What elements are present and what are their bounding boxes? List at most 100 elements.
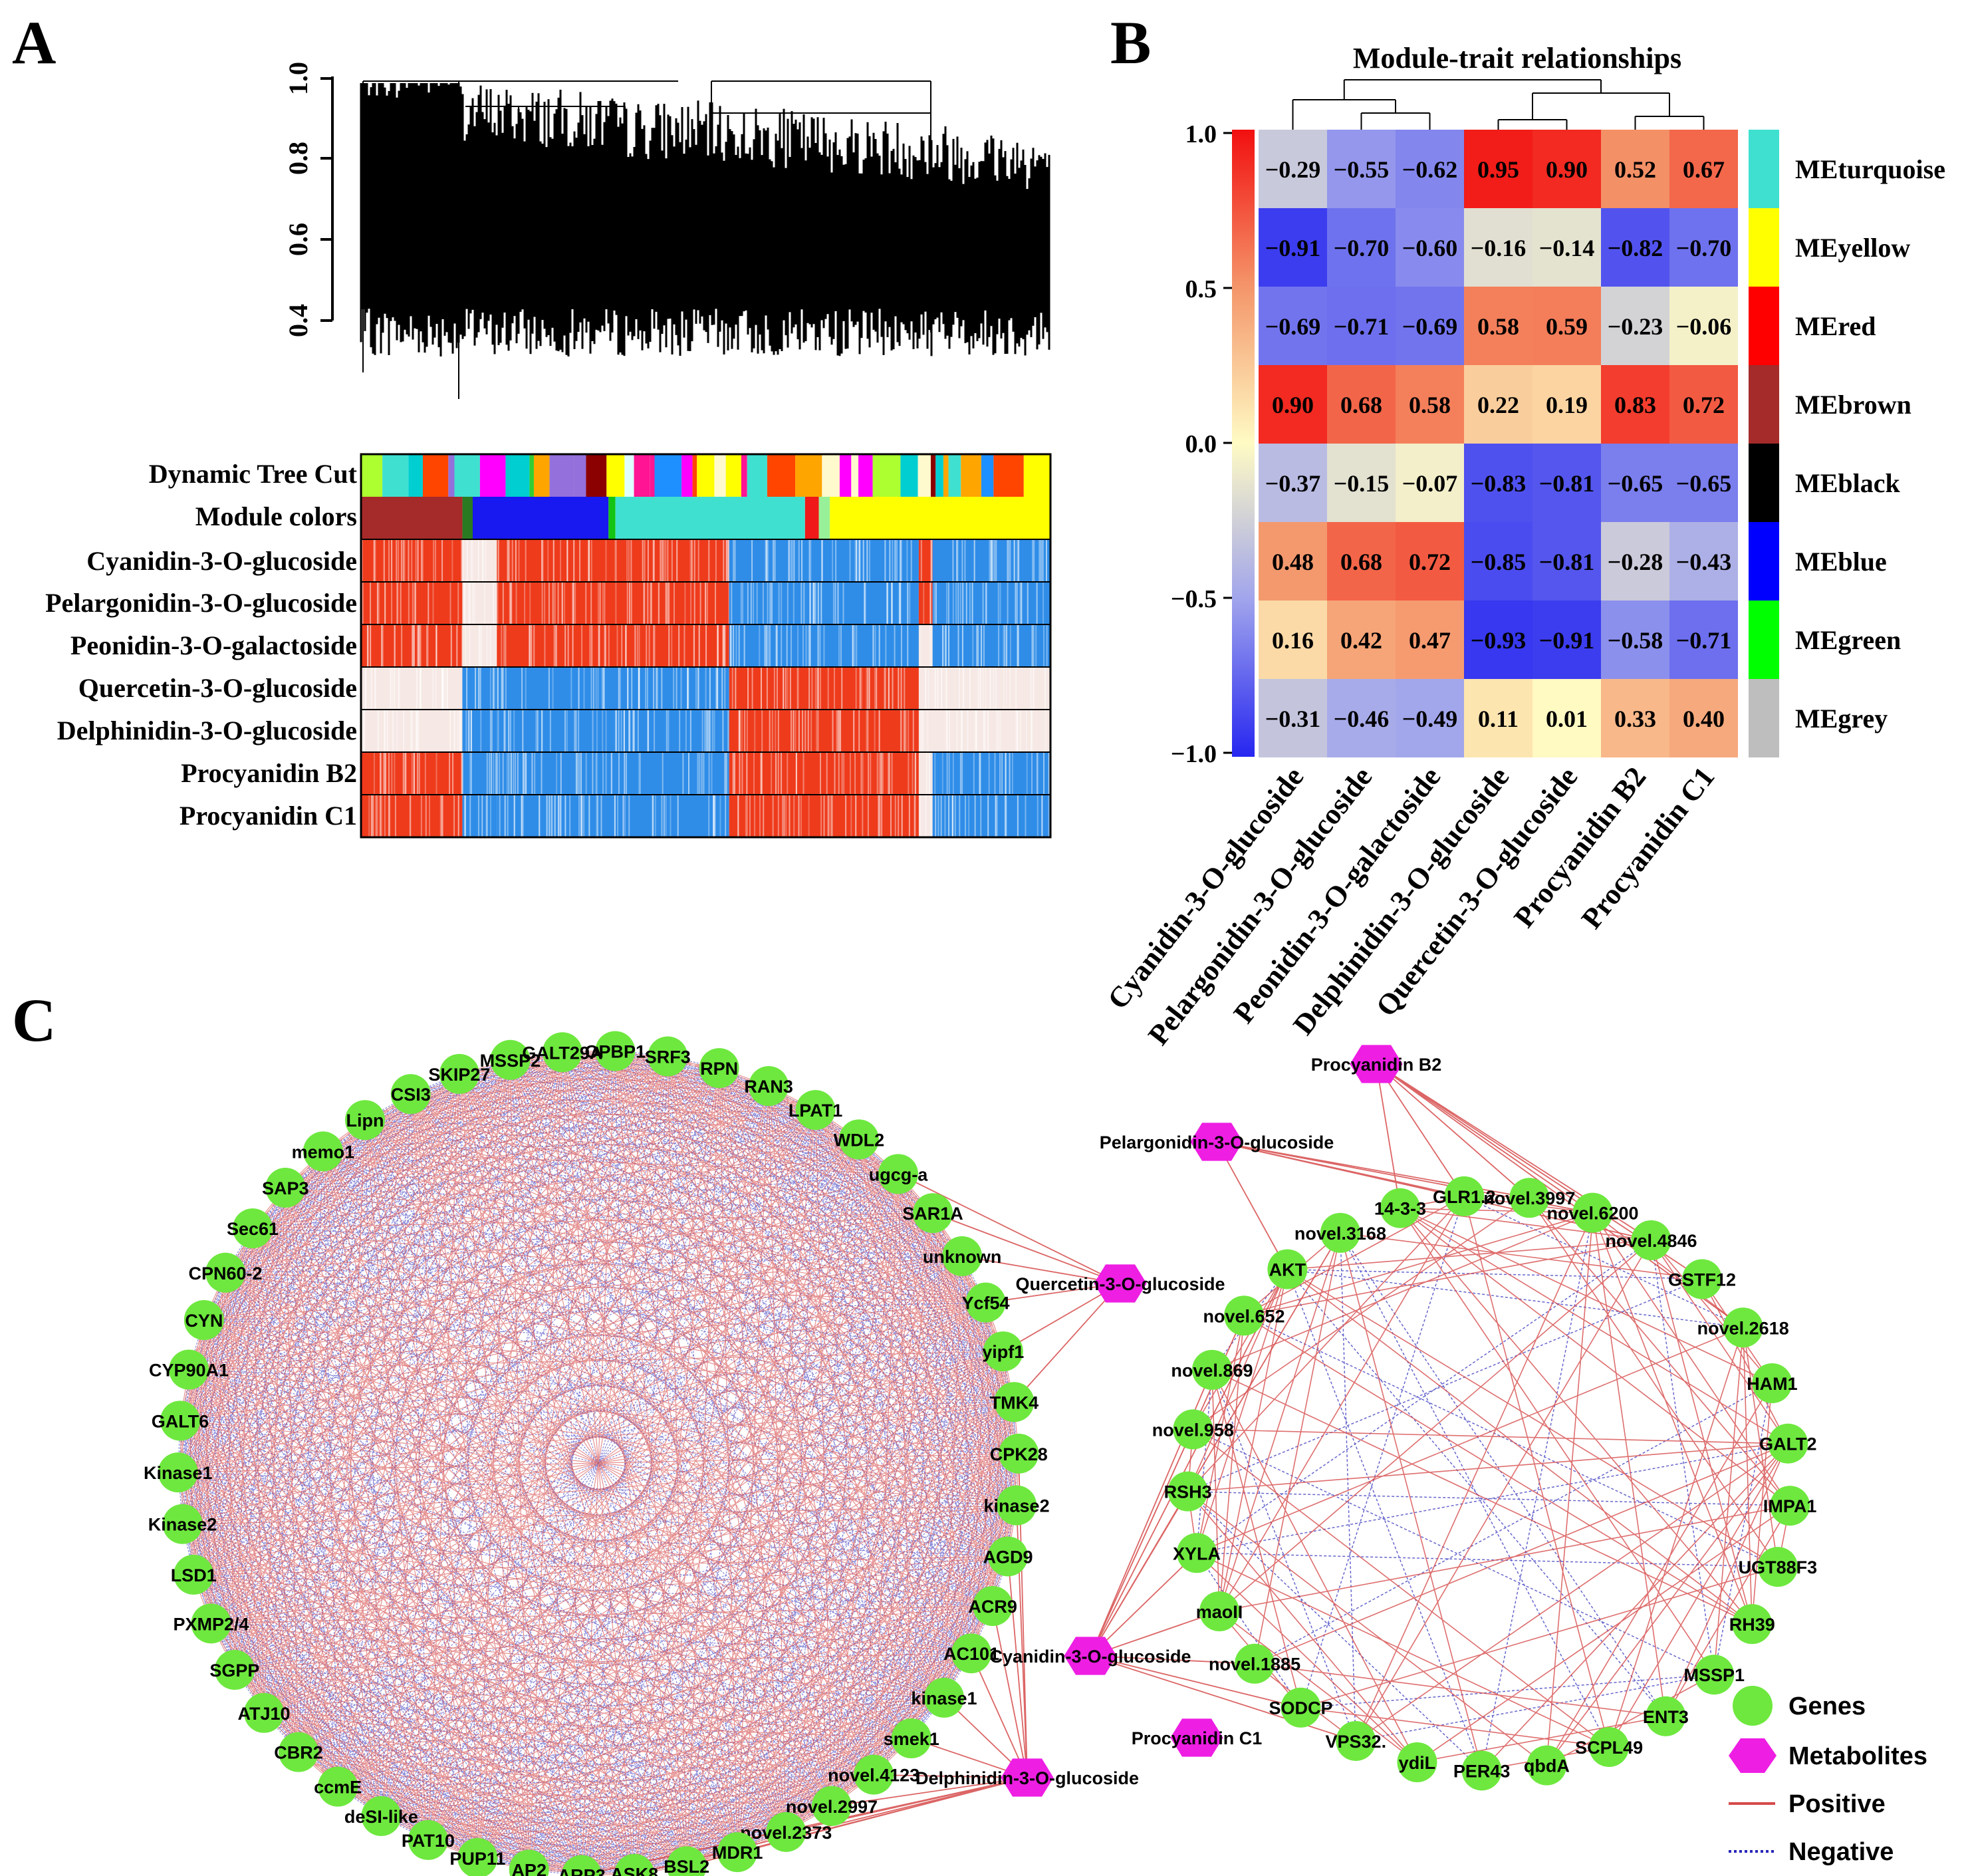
heatmap-cell-label: 0.83 bbox=[1614, 392, 1656, 418]
gene-node-label: CYN bbox=[185, 1311, 223, 1331]
gene-node-label: yipf1 bbox=[982, 1342, 1024, 1362]
gene-node-label: PXMP2/4 bbox=[173, 1614, 249, 1634]
tree-cut-band bbox=[692, 454, 697, 497]
tree-cut-band bbox=[822, 454, 840, 497]
gene-node-label: LPAT1 bbox=[789, 1101, 843, 1121]
gene-node-label: RH39 bbox=[1729, 1615, 1775, 1635]
heatmap-cell bbox=[1669, 679, 1738, 757]
heatmap-cell bbox=[1601, 365, 1669, 444]
gene-node bbox=[987, 1536, 1028, 1577]
dendrogram-tick-label: 0.4 bbox=[283, 304, 313, 337]
metabolite-node bbox=[1190, 1123, 1243, 1161]
gene-node-label: Kinase2 bbox=[148, 1515, 217, 1535]
gene-node-label: GALT6 bbox=[152, 1411, 209, 1431]
gene-node bbox=[1752, 1363, 1792, 1403]
gene-node bbox=[994, 1382, 1035, 1422]
heatmap-cell-label: −0.70 bbox=[1334, 235, 1390, 261]
gene-node-label: SKIP27 bbox=[428, 1065, 490, 1085]
gene-node-label: BSL2 bbox=[664, 1857, 709, 1876]
heatmap-cell-label: −0.07 bbox=[1402, 470, 1458, 497]
gene-node bbox=[973, 1586, 1013, 1627]
gene-node bbox=[490, 1039, 531, 1080]
tree-cut-band bbox=[872, 454, 901, 497]
gene-node bbox=[942, 1236, 983, 1276]
gene-node bbox=[1281, 1687, 1321, 1728]
gene-node-label: novel.2618 bbox=[1697, 1318, 1789, 1338]
gene-node-label: SCPL49 bbox=[1575, 1738, 1643, 1758]
gene-node-label: RPN bbox=[700, 1059, 738, 1079]
heatmap-cell bbox=[1464, 365, 1533, 444]
heatmap-cell bbox=[1327, 287, 1396, 365]
heatmap-cell bbox=[1396, 601, 1464, 679]
heatmap-cell bbox=[1327, 522, 1396, 601]
heatmap-cell-label: 0.16 bbox=[1272, 627, 1314, 654]
tree-cut-band bbox=[747, 454, 767, 497]
gene-node bbox=[390, 1074, 431, 1115]
gene-node-label: Kinase1 bbox=[144, 1463, 213, 1483]
heatmap-cell-label: 0.58 bbox=[1409, 392, 1451, 418]
heatmap-cell bbox=[1601, 601, 1669, 679]
gene-node bbox=[542, 1032, 582, 1073]
tree-cut-band bbox=[454, 454, 480, 497]
tree-cut-band bbox=[479, 454, 506, 497]
gene-node bbox=[595, 1031, 636, 1071]
heatmap-cell bbox=[1396, 444, 1464, 522]
gene-node bbox=[854, 1754, 894, 1795]
gene-node-label: novel.3997 bbox=[1483, 1188, 1575, 1208]
heatmap-cell bbox=[1533, 679, 1601, 757]
panel-a-row-label: Dynamic Tree Cut bbox=[149, 459, 358, 489]
tree-cut-band bbox=[650, 454, 655, 497]
gene-node bbox=[214, 1650, 255, 1690]
gene-node bbox=[561, 1855, 602, 1876]
module-row-label: MEbrown bbox=[1795, 390, 1911, 420]
gene-node bbox=[265, 1168, 306, 1208]
tree-cut-band bbox=[448, 454, 455, 497]
tree-cut-band bbox=[697, 454, 715, 497]
gene-node bbox=[1509, 1178, 1550, 1218]
gene-node bbox=[158, 1452, 198, 1493]
module-color-block bbox=[608, 497, 616, 539]
gene-node-label: SAR1A bbox=[902, 1204, 963, 1224]
gene-node bbox=[997, 1485, 1037, 1526]
gene-node bbox=[1380, 1188, 1420, 1228]
module-color-block bbox=[361, 497, 463, 539]
heatmap-cell-label: 0.58 bbox=[1477, 313, 1519, 340]
gene-node bbox=[983, 1331, 1023, 1372]
gene-node-label: novel.1885 bbox=[1209, 1655, 1300, 1675]
tree-cut-band bbox=[606, 454, 625, 497]
gene-node bbox=[1572, 1192, 1613, 1233]
gene-node bbox=[509, 1849, 549, 1876]
trait-heat-segment bbox=[361, 624, 463, 667]
gene-node bbox=[1235, 1643, 1275, 1684]
metabolite-node-label: Procyanidin C1 bbox=[1132, 1728, 1263, 1748]
legend-gene-symbol bbox=[1733, 1686, 1773, 1726]
trait-heat-segment bbox=[497, 667, 729, 710]
heatmap-cell bbox=[1533, 522, 1601, 601]
trait-heat-segment bbox=[497, 582, 729, 624]
gene-node bbox=[614, 1853, 655, 1876]
gene-node-label: RSH3 bbox=[1164, 1482, 1212, 1502]
dendrogram bbox=[360, 80, 1050, 399]
gene-node-label: SODCP bbox=[1269, 1698, 1333, 1718]
dendrogram-tick-label: 1.0 bbox=[283, 62, 313, 95]
panel-b-module-trait-heatmap: Module-trait relationships 1.0 0.5 0.0 −0.5… bbox=[1101, 42, 1945, 1051]
metabolite-node bbox=[1064, 1637, 1117, 1675]
gene-node bbox=[923, 1677, 964, 1718]
gene-node bbox=[666, 1846, 707, 1876]
heatmap-cell-label: 0.59 bbox=[1546, 313, 1588, 340]
metabolite-edges bbox=[581, 1063, 1744, 1876]
panel-a-row-label: Module colors bbox=[195, 501, 357, 531]
gene-node-label: ccmE bbox=[314, 1778, 362, 1798]
trait-heat-segment bbox=[918, 795, 933, 837]
gene-node bbox=[811, 1786, 852, 1826]
heatmap-cell-label: −0.70 bbox=[1676, 235, 1732, 261]
legend-positive-label: Positive bbox=[1788, 1790, 1886, 1818]
tree-cut-band bbox=[574, 454, 586, 497]
heatmap-cell bbox=[1464, 130, 1533, 208]
heatmap-cell-label: −0.43 bbox=[1676, 549, 1732, 575]
gene-node-label: CPN60-2 bbox=[188, 1264, 262, 1283]
panel-a-row-label: Procyanidin B2 bbox=[181, 758, 357, 788]
module-row-label: MEblue bbox=[1795, 547, 1887, 577]
tree-cut-band bbox=[533, 454, 550, 497]
